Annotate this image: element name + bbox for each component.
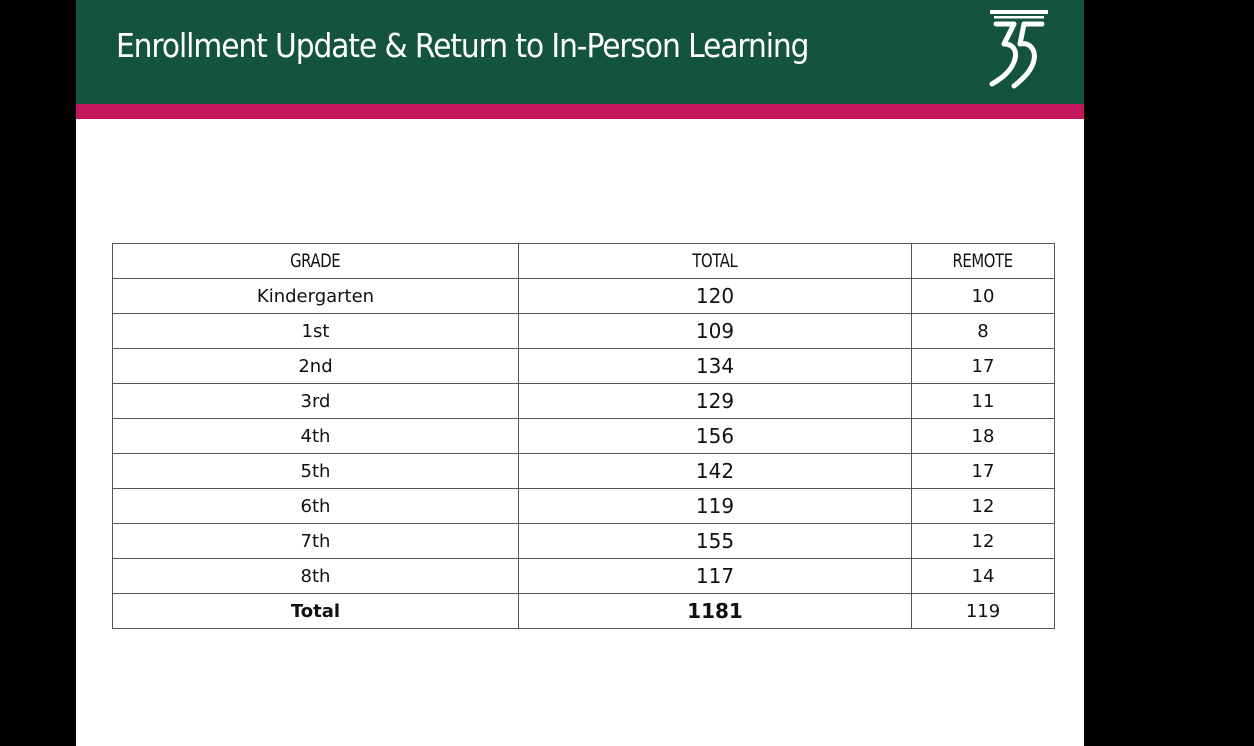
column-header-total: TOTAL bbox=[518, 243, 912, 279]
table-row: 5th 142 17 bbox=[112, 453, 1055, 489]
total-cell: 134 bbox=[518, 348, 912, 384]
remote-cell: 10 bbox=[911, 278, 1055, 314]
remote-cell: 18 bbox=[911, 418, 1055, 454]
remote-cell: 17 bbox=[911, 453, 1055, 489]
grade-cell: 4th bbox=[112, 418, 519, 454]
table-header-row: GRADE TOTAL REMOTE bbox=[112, 243, 1055, 279]
remote-cell: 17 bbox=[911, 348, 1055, 384]
remote-cell: 12 bbox=[911, 523, 1055, 559]
table-row: 4th 156 18 bbox=[112, 418, 1055, 454]
slide: Enrollment Update & Return to In-Person … bbox=[76, 0, 1084, 746]
column-header-grade: GRADE bbox=[112, 243, 519, 279]
table-row: 3rd 129 11 bbox=[112, 383, 1055, 419]
remote-cell: 12 bbox=[911, 488, 1055, 524]
total-cell: 119 bbox=[518, 488, 912, 524]
total-cell: 120 bbox=[518, 278, 912, 314]
grade-cell: 6th bbox=[112, 488, 519, 524]
table-row: 2nd 134 17 bbox=[112, 348, 1055, 384]
table-total-row: Total 1181 119 bbox=[112, 593, 1055, 629]
table-row: Kindergarten 120 10 bbox=[112, 278, 1055, 314]
total-cell: 109 bbox=[518, 313, 912, 349]
slide-header: Enrollment Update & Return to In-Person … bbox=[76, 0, 1084, 104]
total-cell: 117 bbox=[518, 558, 912, 594]
column-header-remote: REMOTE bbox=[911, 243, 1055, 279]
grade-cell: 8th bbox=[112, 558, 519, 594]
remote-cell: 14 bbox=[911, 558, 1055, 594]
remote-cell: 11 bbox=[911, 383, 1055, 419]
total-cell: 129 bbox=[518, 383, 912, 419]
grade-cell: 5th bbox=[112, 453, 519, 489]
table-row: 1st 109 8 bbox=[112, 313, 1055, 349]
table-row: 6th 119 12 bbox=[112, 488, 1055, 524]
slide-title: Enrollment Update & Return to In-Person … bbox=[116, 26, 810, 65]
total-cell: 142 bbox=[518, 453, 912, 489]
table-row: 8th 117 14 bbox=[112, 558, 1055, 594]
table-row: 7th 155 12 bbox=[112, 523, 1055, 559]
grade-cell: 2nd bbox=[112, 348, 519, 384]
total-cell: 156 bbox=[518, 418, 912, 454]
remote-total-cell: 119 bbox=[911, 593, 1055, 629]
grade-cell: 7th bbox=[112, 523, 519, 559]
remote-cell: 8 bbox=[911, 313, 1055, 349]
logo-35-icon bbox=[989, 10, 1048, 89]
grade-cell: 3rd bbox=[112, 383, 519, 419]
accent-bar bbox=[76, 104, 1084, 119]
grade-cell: 1st bbox=[112, 313, 519, 349]
grade-cell: Kindergarten bbox=[112, 278, 519, 314]
grand-total-cell: 1181 bbox=[518, 593, 912, 629]
enrollment-table: GRADE TOTAL REMOTE Kindergarten 120 10 1… bbox=[112, 243, 1055, 629]
total-cell: 155 bbox=[518, 523, 912, 559]
total-label-cell: Total bbox=[112, 593, 519, 629]
